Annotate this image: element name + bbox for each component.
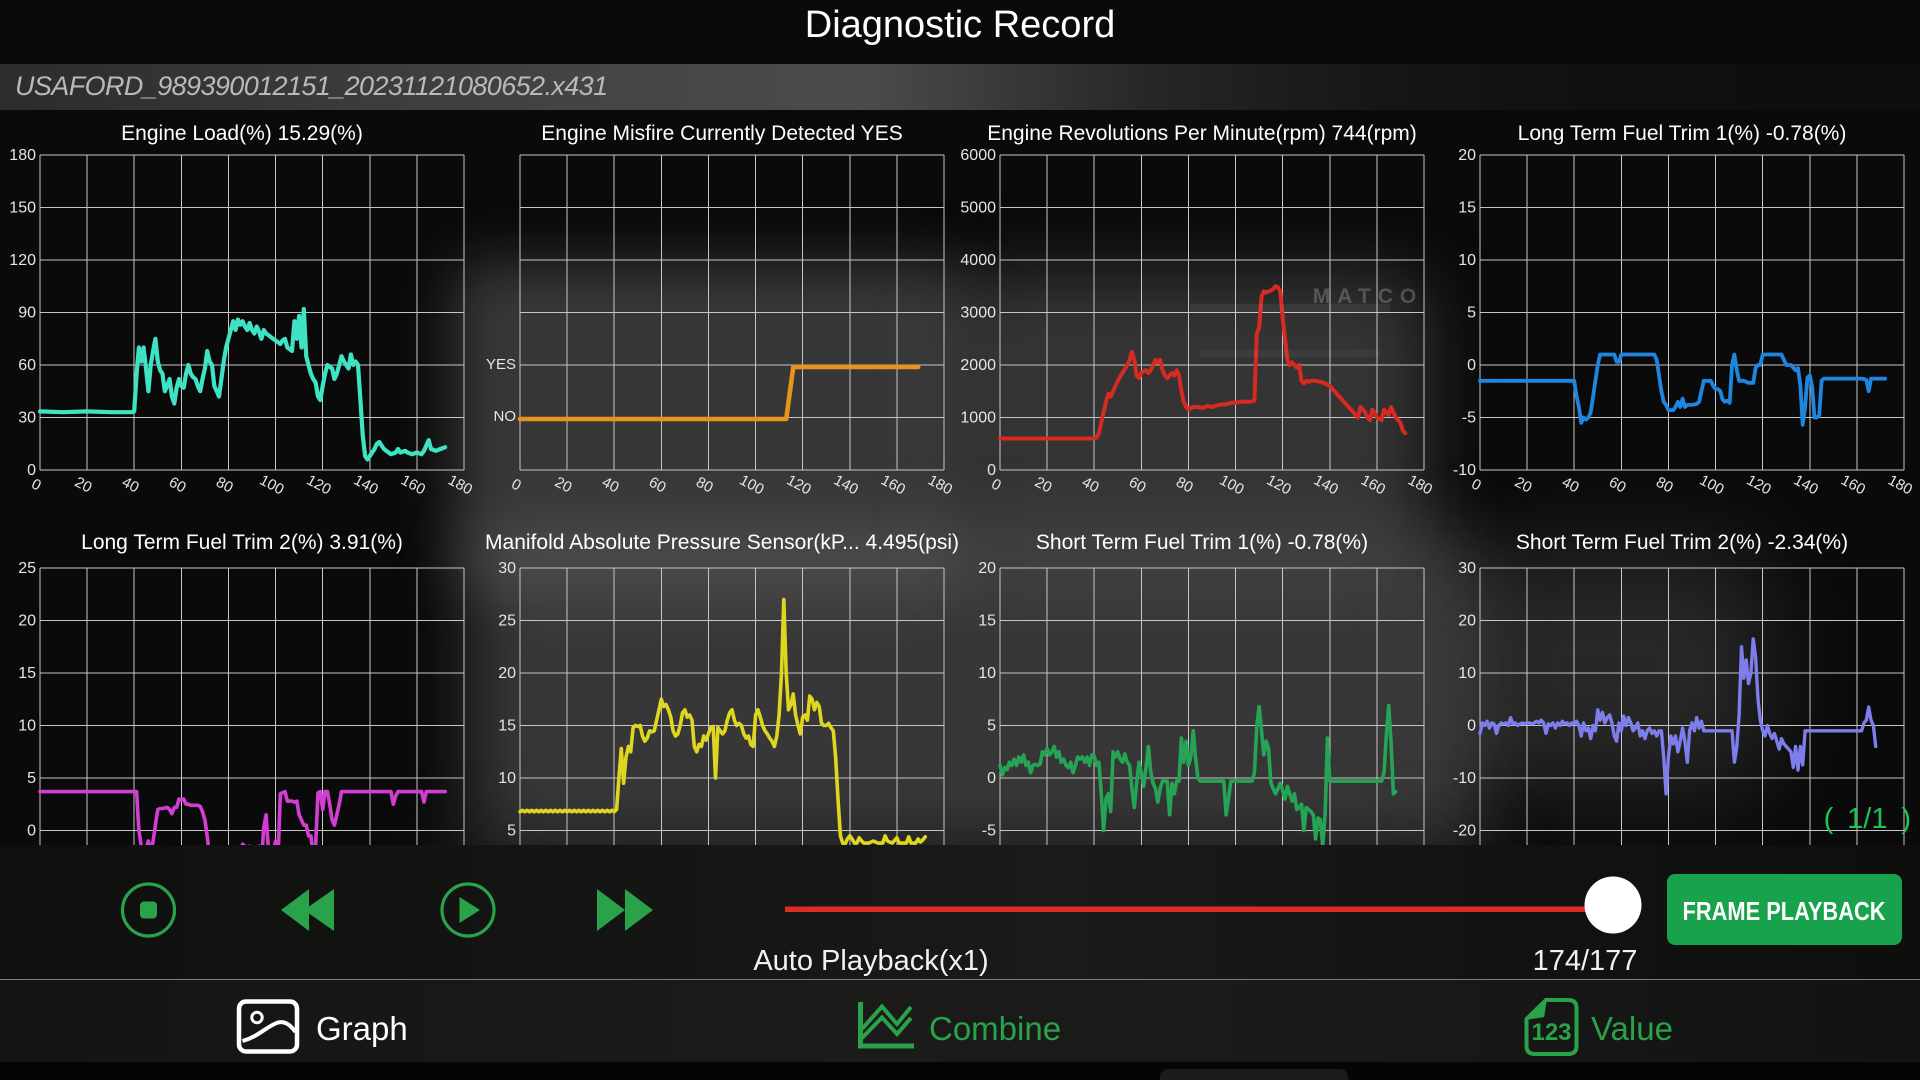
svg-text:0: 0	[987, 462, 996, 479]
svg-text:0: 0	[1467, 357, 1476, 374]
svg-text:-10: -10	[1453, 462, 1476, 479]
svg-text:60: 60	[166, 474, 189, 497]
svg-text:0: 0	[27, 823, 36, 840]
svg-text:1000: 1000	[960, 410, 996, 427]
svg-text:5: 5	[1467, 305, 1476, 322]
svg-text:15: 15	[1458, 200, 1476, 217]
svg-text:FRAME PLAYBACK: FRAME PLAYBACK	[1683, 896, 1886, 926]
svg-text:150: 150	[9, 200, 36, 217]
svg-text:10: 10	[498, 770, 516, 787]
svg-text:5: 5	[27, 770, 36, 787]
svg-text:2000: 2000	[960, 357, 996, 374]
svg-text:5: 5	[987, 718, 996, 735]
svg-text:Value: Value	[1591, 1010, 1673, 1047]
svg-text:10: 10	[1458, 252, 1476, 269]
svg-text:60: 60	[18, 357, 36, 374]
svg-text:40: 40	[1559, 474, 1582, 497]
svg-text:4000: 4000	[960, 252, 996, 269]
svg-text:5: 5	[507, 823, 516, 840]
svg-text:-5: -5	[1462, 410, 1476, 427]
svg-text:30: 30	[498, 560, 516, 577]
svg-text:20: 20	[1458, 147, 1476, 164]
svg-text:40: 40	[119, 474, 142, 497]
svg-text:NO: NO	[494, 408, 517, 425]
svg-text:60: 60	[646, 474, 669, 497]
svg-text:20: 20	[1512, 474, 1535, 497]
svg-text:-5: -5	[982, 823, 996, 840]
svg-text:Engine Misfire Currently Detec: Engine Misfire Currently Detected YES	[541, 122, 902, 145]
svg-text:15: 15	[18, 665, 36, 682]
svg-text:0: 0	[27, 462, 36, 479]
svg-text:80: 80	[213, 474, 236, 497]
svg-text:-20: -20	[1453, 823, 1476, 840]
svg-text:0: 0	[1467, 718, 1476, 735]
svg-text:40: 40	[1079, 474, 1102, 497]
svg-text:20: 20	[552, 474, 575, 497]
svg-text:20: 20	[1458, 613, 1476, 630]
svg-text:30: 30	[18, 410, 36, 427]
svg-text:25: 25	[498, 613, 516, 630]
svg-text:20: 20	[978, 560, 996, 577]
svg-text:20: 20	[1032, 474, 1055, 497]
svg-text:80: 80	[1173, 474, 1196, 497]
svg-text:15: 15	[498, 718, 516, 735]
svg-text:180: 180	[9, 147, 36, 164]
svg-text:15: 15	[978, 613, 996, 630]
svg-text:-10: -10	[1453, 770, 1476, 787]
svg-text:60: 60	[1126, 474, 1149, 497]
svg-text:Long Term Fuel Trim 1(%) -0.78: Long Term Fuel Trim 1(%) -0.78(%)	[1518, 122, 1847, 145]
svg-text:10: 10	[18, 718, 36, 735]
svg-text:80: 80	[693, 474, 716, 497]
svg-text:0: 0	[987, 770, 996, 787]
svg-text:40: 40	[599, 474, 622, 497]
svg-text:10: 10	[978, 665, 996, 682]
svg-text:6000: 6000	[960, 147, 996, 164]
svg-text:30: 30	[1458, 560, 1476, 577]
svg-text:5000: 5000	[960, 200, 996, 217]
svg-text:Graph: Graph	[316, 1010, 408, 1047]
svg-text:80: 80	[1653, 474, 1676, 497]
svg-text:Short Term Fuel Trim 1(%) -0.7: Short Term Fuel Trim 1(%) -0.78(%)	[1036, 531, 1368, 554]
svg-text:60: 60	[1606, 474, 1629, 497]
svg-text:Engine Revolutions Per Minute(: Engine Revolutions Per Minute(rpm) 744(r…	[987, 122, 1417, 145]
svg-text:Long Term Fuel Trim 2(%) 3.91(: Long Term Fuel Trim 2(%) 3.91(%)	[81, 531, 403, 554]
svg-text:Engine Load(%) 15.29(%): Engine Load(%) 15.29(%)	[121, 122, 363, 145]
svg-text:3000: 3000	[960, 305, 996, 322]
svg-text:Auto Playback(x1): Auto Playback(x1)	[753, 945, 988, 977]
svg-text:Combine: Combine	[929, 1010, 1061, 1047]
svg-text:Short Term Fuel Trim 2(%) -2.3: Short Term Fuel Trim 2(%) -2.34(%)	[1516, 531, 1848, 554]
svg-text:( 1/1 ): ( 1/1 )	[1824, 803, 1911, 835]
svg-text:YES: YES	[486, 356, 516, 373]
svg-text:123: 123	[1531, 1019, 1571, 1046]
svg-text:10: 10	[1458, 665, 1476, 682]
svg-text:20: 20	[498, 665, 516, 682]
svg-text:174/177: 174/177	[1533, 945, 1638, 977]
svg-text:Manifold Absolute Pressure Sen: Manifold Absolute Pressure Sensor(kP... …	[485, 531, 959, 554]
svg-text:20: 20	[18, 613, 36, 630]
svg-text:25: 25	[18, 560, 36, 577]
svg-text:90: 90	[18, 305, 36, 322]
svg-text:MATCO: MATCO	[1313, 285, 1423, 308]
svg-text:120: 120	[9, 252, 36, 269]
svg-text:20: 20	[72, 474, 95, 497]
